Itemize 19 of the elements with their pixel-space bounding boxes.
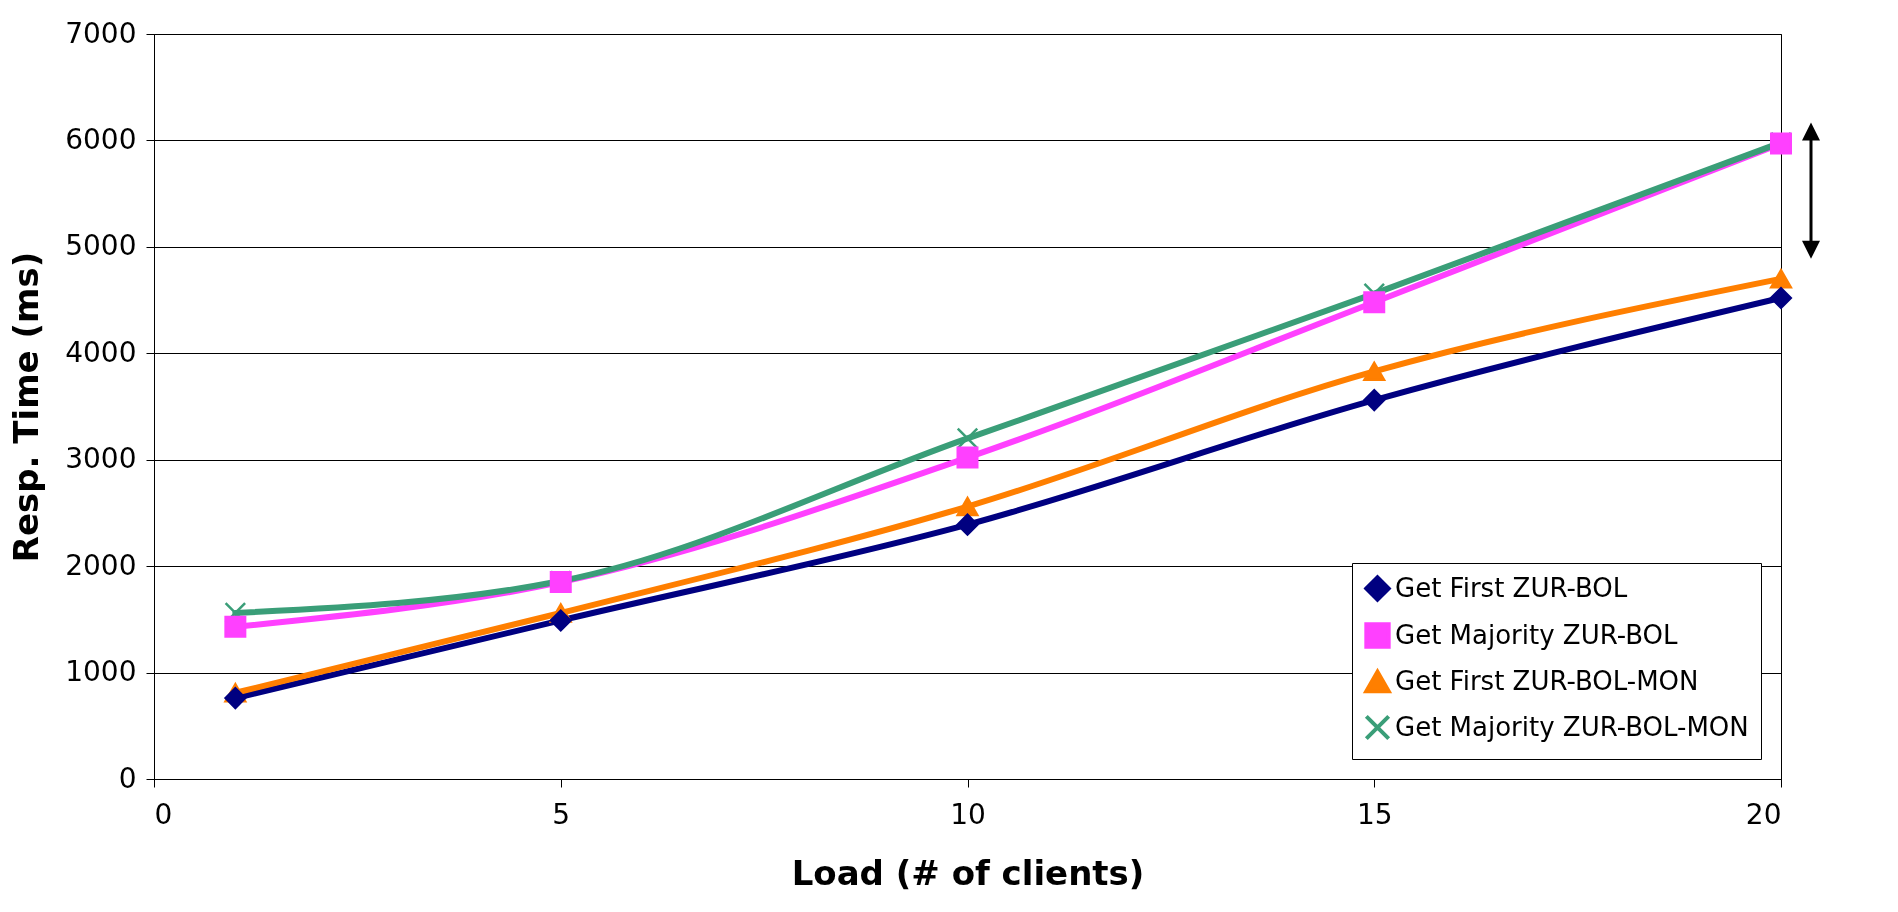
x-tick-label: 20 [1745,797,1782,831]
y-tick-label: 4000 [65,335,137,369]
y-tick-label: 5000 [65,229,137,263]
y-axis-title: Resp. Time (ms) [6,251,47,563]
x-tick-label: 15 [1356,797,1393,831]
y-tick-label: 6000 [65,122,137,156]
x-tick-label: 10 [950,797,986,831]
x-tick-label: 5 [552,797,571,831]
legend-label: Get Majority ZUR-BOL [1395,619,1679,650]
y-tick-label: 2000 [65,548,137,582]
y-tick-label: 0 [118,761,137,795]
x-tick-label: 0 [154,797,173,831]
legend-label: Get First ZUR-BOL [1395,572,1628,603]
legend-label: Get First ZUR-BOL-MON [1395,665,1699,696]
y-tick-label: 3000 [65,442,137,476]
legend-label: Get Majority ZUR-BOL-MON [1395,711,1749,742]
x-axis-title: Load (# of clients) [791,852,1145,893]
y-tick-label: 1000 [65,655,137,689]
y-tick-label: 7000 [65,16,137,50]
